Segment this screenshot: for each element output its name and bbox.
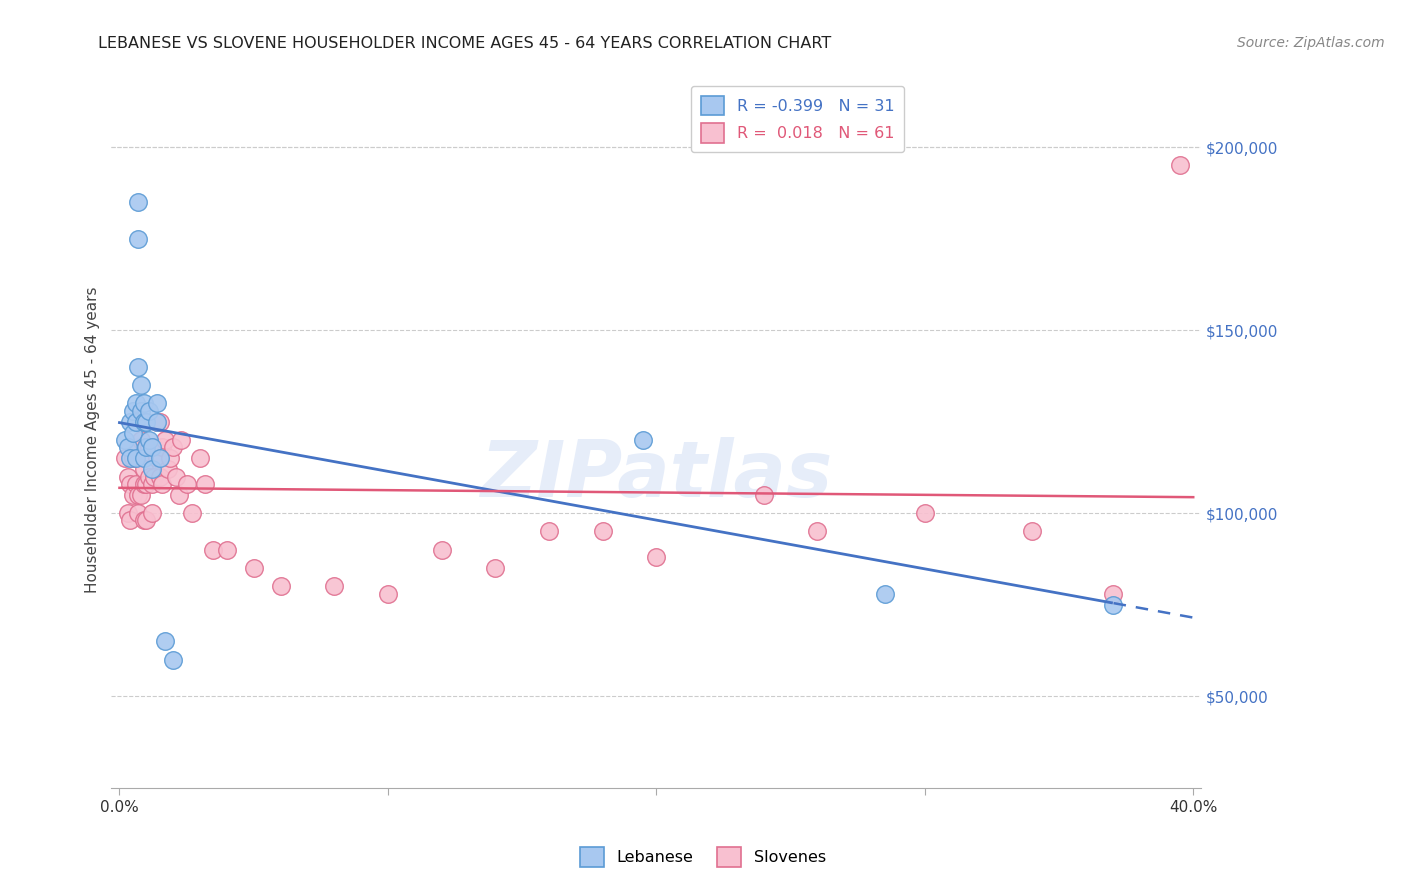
Point	[153, 433, 176, 447]
Point	[156, 462, 179, 476]
Legend: Lebanese, Slovenes: Lebanese, Slovenes	[574, 841, 832, 873]
Point	[124, 451, 146, 466]
Point	[135, 513, 157, 527]
Point	[188, 451, 211, 466]
Point	[132, 451, 155, 466]
Point	[124, 415, 146, 429]
Point	[143, 469, 166, 483]
Point	[215, 542, 238, 557]
Point	[170, 433, 193, 447]
Point	[141, 476, 163, 491]
Point	[122, 425, 145, 440]
Point	[181, 506, 204, 520]
Point	[135, 440, 157, 454]
Point	[138, 469, 160, 483]
Point	[124, 451, 146, 466]
Point	[117, 506, 139, 520]
Point	[153, 634, 176, 648]
Point	[1101, 587, 1123, 601]
Point	[270, 579, 292, 593]
Point	[132, 476, 155, 491]
Point	[135, 476, 157, 491]
Point	[152, 476, 174, 491]
Point	[167, 488, 190, 502]
Point	[117, 469, 139, 483]
Point	[135, 415, 157, 429]
Legend: R = -0.399   N = 31, R =  0.018   N = 61: R = -0.399 N = 31, R = 0.018 N = 61	[690, 87, 904, 153]
Point	[132, 513, 155, 527]
Point	[143, 440, 166, 454]
Point	[152, 440, 174, 454]
Point	[129, 433, 152, 447]
Point	[138, 433, 160, 447]
Text: LEBANESE VS SLOVENE HOUSEHOLDER INCOME AGES 45 - 64 YEARS CORRELATION CHART: LEBANESE VS SLOVENE HOUSEHOLDER INCOME A…	[98, 36, 832, 51]
Point	[377, 587, 399, 601]
Point	[127, 231, 149, 245]
Point	[132, 462, 155, 476]
Point	[194, 476, 217, 491]
Point	[202, 542, 225, 557]
Point	[129, 403, 152, 417]
Point	[114, 433, 136, 447]
Point	[127, 194, 149, 209]
Point	[122, 451, 145, 466]
Point	[146, 415, 169, 429]
Point	[141, 440, 163, 454]
Point	[149, 469, 172, 483]
Point	[129, 451, 152, 466]
Point	[138, 403, 160, 417]
Point	[129, 488, 152, 502]
Point	[752, 488, 775, 502]
Point	[146, 451, 169, 466]
Point	[537, 524, 560, 539]
Point	[149, 451, 172, 466]
Point	[117, 440, 139, 454]
Point	[127, 488, 149, 502]
Point	[132, 396, 155, 410]
Point	[162, 652, 184, 666]
Point	[138, 440, 160, 454]
Point	[806, 524, 828, 539]
Point	[242, 561, 264, 575]
Point	[127, 440, 149, 454]
Point	[141, 462, 163, 476]
Point	[120, 451, 142, 466]
Point	[122, 403, 145, 417]
Point	[873, 587, 896, 601]
Point	[124, 396, 146, 410]
Point	[141, 506, 163, 520]
Point	[592, 524, 614, 539]
Point	[176, 476, 198, 491]
Point	[1168, 158, 1191, 172]
Point	[132, 415, 155, 429]
Text: Source: ZipAtlas.com: Source: ZipAtlas.com	[1237, 36, 1385, 50]
Point	[120, 415, 142, 429]
Point	[127, 506, 149, 520]
Text: ZIPatlas: ZIPatlas	[481, 437, 832, 513]
Point	[914, 506, 936, 520]
Point	[1021, 524, 1043, 539]
Point	[124, 476, 146, 491]
Point	[135, 440, 157, 454]
Point	[122, 488, 145, 502]
Y-axis label: Householder Income Ages 45 - 64 years: Householder Income Ages 45 - 64 years	[86, 286, 100, 593]
Point	[159, 451, 181, 466]
Point	[323, 579, 346, 593]
Point	[129, 378, 152, 392]
Point	[631, 433, 654, 447]
Point	[120, 476, 142, 491]
Point	[484, 561, 506, 575]
Point	[120, 513, 142, 527]
Point	[1101, 598, 1123, 612]
Point	[645, 550, 668, 565]
Point	[114, 451, 136, 466]
Point	[165, 469, 187, 483]
Point	[430, 542, 453, 557]
Point	[146, 415, 169, 429]
Point	[149, 415, 172, 429]
Point	[127, 359, 149, 374]
Point	[162, 440, 184, 454]
Point	[146, 396, 169, 410]
